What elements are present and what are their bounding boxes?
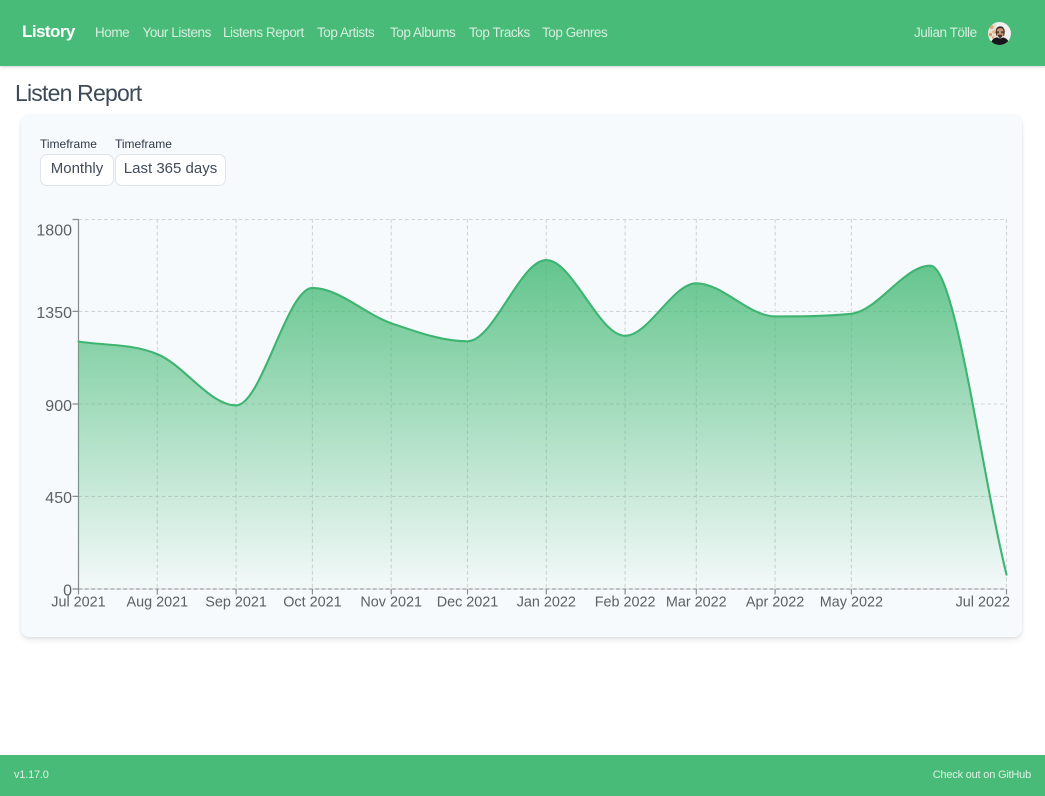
svg-text:1800: 1800 <box>36 223 72 240</box>
svg-text:Apr 2022: Apr 2022 <box>746 595 804 611</box>
svg-text:Aug 2021: Aug 2021 <box>126 595 188 611</box>
svg-text:May 2022: May 2022 <box>820 595 883 611</box>
svg-text:450: 450 <box>45 490 72 507</box>
svg-text:Sep 2021: Sep 2021 <box>205 595 267 611</box>
svg-text:Jan 2022: Jan 2022 <box>517 595 576 611</box>
svg-text:Dec 2021: Dec 2021 <box>437 595 499 611</box>
svg-text:Nov 2021: Nov 2021 <box>360 595 422 611</box>
svg-text:900: 900 <box>45 398 72 415</box>
svg-text:Jul 2022: Jul 2022 <box>956 595 1010 611</box>
svg-text:1350: 1350 <box>36 305 72 322</box>
svg-text:Feb 2022: Feb 2022 <box>595 595 656 611</box>
svg-text:Jul 2021: Jul 2021 <box>51 595 105 611</box>
svg-text:0: 0 <box>63 583 72 600</box>
svg-text:Oct 2021: Oct 2021 <box>283 595 341 611</box>
svg-text:Mar 2022: Mar 2022 <box>666 595 727 611</box>
